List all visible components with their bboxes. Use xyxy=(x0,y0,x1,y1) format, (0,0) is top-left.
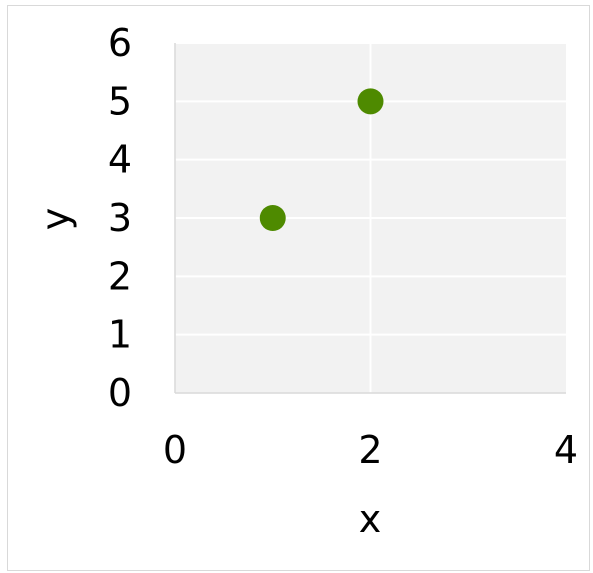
y-tick-label: 0 xyxy=(108,371,132,415)
y-tick-label: 5 xyxy=(108,79,132,123)
data-point xyxy=(259,205,286,231)
x-tick-label: 0 xyxy=(163,428,187,472)
y-tick-labels: 0 1 2 3 4 5 6 xyxy=(108,21,132,415)
y-tick-label: 3 xyxy=(108,196,132,240)
x-tick-labels: 0 2 4 xyxy=(163,428,578,472)
data-point xyxy=(357,88,384,115)
y-tick-label: 6 xyxy=(108,21,132,65)
data-points xyxy=(259,88,384,231)
x-tick-label: 2 xyxy=(358,428,382,472)
y-tick-label: 2 xyxy=(108,254,132,298)
axis-lines xyxy=(174,43,566,394)
x-tick-label: 4 xyxy=(554,428,578,472)
y-axis-title: y xyxy=(34,208,78,231)
y-tick-label: 4 xyxy=(108,138,132,182)
x-axis-title: x xyxy=(359,497,382,541)
y-tick-label: 1 xyxy=(108,313,132,357)
